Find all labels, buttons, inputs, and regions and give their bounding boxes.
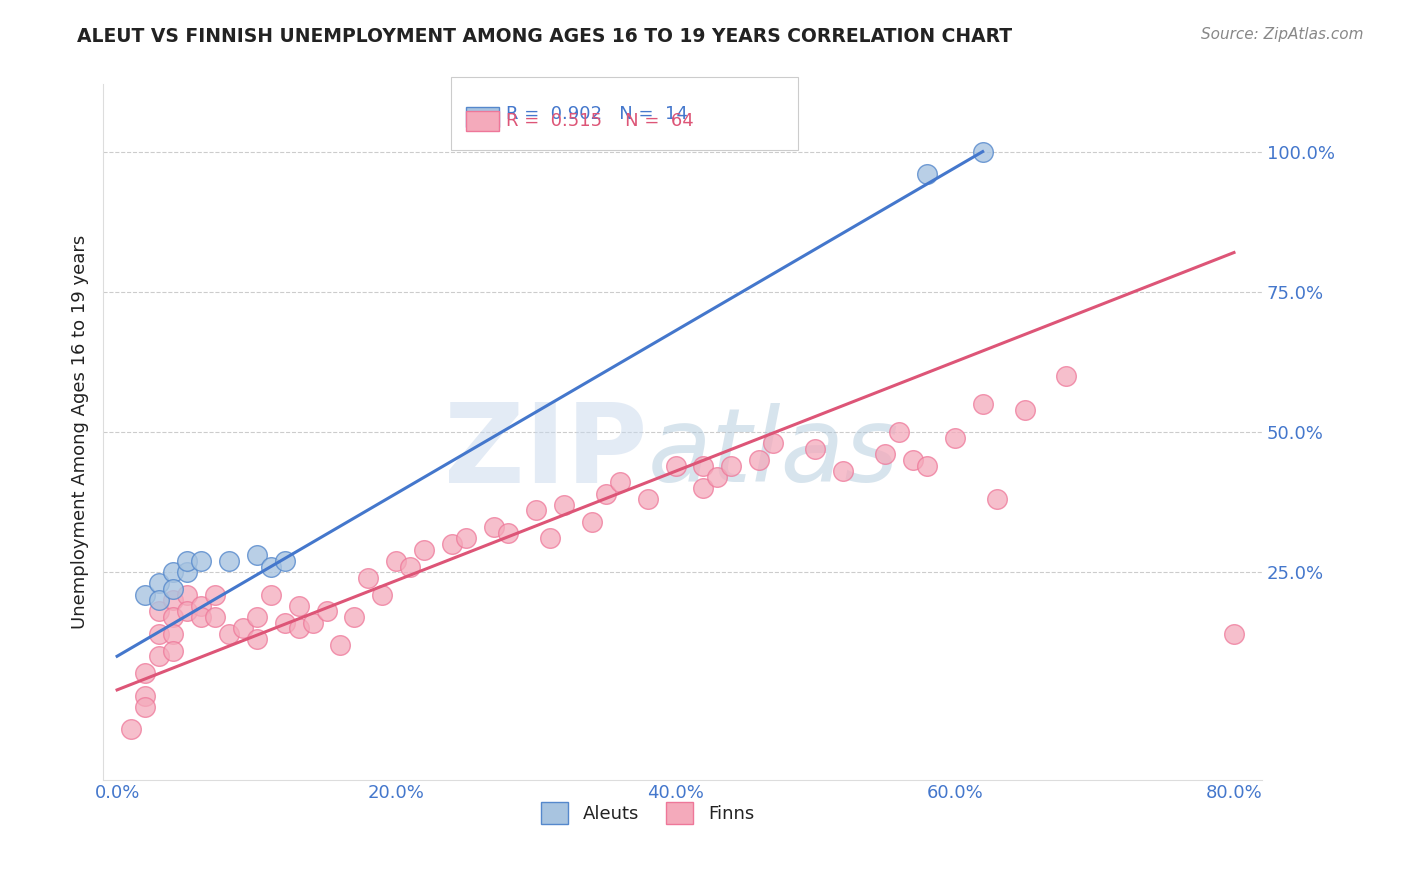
FancyBboxPatch shape	[451, 78, 799, 151]
Point	[287, 599, 309, 613]
Point	[204, 610, 226, 624]
Y-axis label: Unemployment Among Ages 16 to 19 years: Unemployment Among Ages 16 to 19 years	[72, 235, 89, 629]
Point	[915, 458, 938, 473]
Point	[134, 588, 156, 602]
Point	[482, 520, 505, 534]
Point	[162, 643, 184, 657]
Point	[162, 582, 184, 596]
Point	[524, 503, 547, 517]
Point	[496, 525, 519, 540]
Text: atlas: atlas	[648, 403, 900, 503]
Text: Source: ZipAtlas.com: Source: ZipAtlas.com	[1201, 27, 1364, 42]
Point	[343, 610, 366, 624]
Point	[162, 565, 184, 579]
Point	[162, 593, 184, 607]
Point	[1223, 627, 1246, 641]
Point	[943, 431, 966, 445]
Point	[692, 481, 714, 495]
Point	[134, 699, 156, 714]
Point	[538, 532, 561, 546]
Point	[692, 458, 714, 473]
Point	[246, 610, 269, 624]
Point	[986, 492, 1008, 507]
Point	[357, 571, 380, 585]
Point	[176, 604, 198, 618]
Legend: Aleuts, Finns: Aleuts, Finns	[533, 793, 763, 833]
Point	[456, 532, 478, 546]
Point	[176, 588, 198, 602]
Point	[273, 615, 295, 630]
Point	[162, 627, 184, 641]
Point	[832, 464, 855, 478]
Point	[176, 554, 198, 568]
Point	[972, 145, 994, 159]
Point	[148, 649, 170, 664]
Point	[120, 722, 142, 736]
Point	[399, 559, 422, 574]
Point	[804, 442, 827, 456]
Point	[762, 436, 785, 450]
Point	[148, 627, 170, 641]
Point	[553, 498, 575, 512]
Point	[315, 604, 337, 618]
Point	[148, 604, 170, 618]
Point	[706, 470, 728, 484]
Point	[232, 621, 254, 635]
Point	[273, 554, 295, 568]
Point	[595, 486, 617, 500]
Point	[581, 515, 603, 529]
FancyBboxPatch shape	[465, 111, 499, 131]
Text: R =  0.902   N =  14: R = 0.902 N = 14	[506, 105, 689, 123]
Point	[371, 588, 394, 602]
Point	[190, 599, 212, 613]
Point	[637, 492, 659, 507]
Point	[609, 475, 631, 490]
Point	[204, 588, 226, 602]
Point	[915, 167, 938, 181]
Text: ALEUT VS FINNISH UNEMPLOYMENT AMONG AGES 16 TO 19 YEARS CORRELATION CHART: ALEUT VS FINNISH UNEMPLOYMENT AMONG AGES…	[77, 27, 1012, 45]
Point	[190, 554, 212, 568]
Point	[162, 610, 184, 624]
Point	[246, 549, 269, 563]
Point	[901, 453, 924, 467]
Point	[441, 537, 464, 551]
Point	[148, 576, 170, 591]
Point	[1054, 368, 1077, 383]
Point	[218, 554, 240, 568]
Point	[413, 542, 436, 557]
Point	[329, 638, 352, 652]
Point	[301, 615, 323, 630]
Point	[176, 565, 198, 579]
Point	[887, 425, 910, 439]
Point	[246, 632, 269, 647]
Point	[260, 559, 283, 574]
Point	[134, 666, 156, 681]
Point	[218, 627, 240, 641]
Point	[748, 453, 770, 467]
Text: ZIP: ZIP	[444, 400, 648, 507]
Point	[385, 554, 408, 568]
Text: R =  0.515    N =  64: R = 0.515 N = 64	[506, 112, 695, 130]
Point	[664, 458, 686, 473]
Point	[1014, 402, 1036, 417]
Point	[148, 593, 170, 607]
FancyBboxPatch shape	[465, 107, 499, 128]
Point	[190, 610, 212, 624]
Point	[720, 458, 742, 473]
Point	[873, 447, 896, 461]
Point	[260, 588, 283, 602]
Point	[287, 621, 309, 635]
Point	[972, 397, 994, 411]
Point	[134, 689, 156, 703]
